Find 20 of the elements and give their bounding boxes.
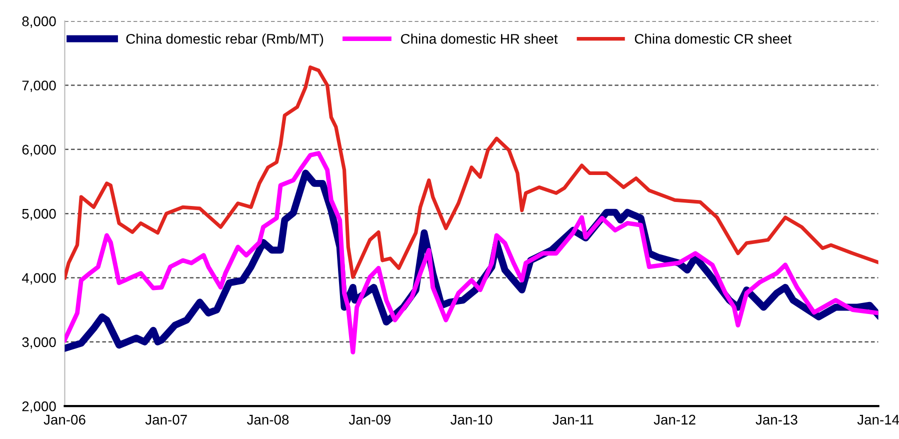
x-tick-label: Jan-12 — [654, 414, 696, 425]
x-tick-label: Jan-10 — [450, 414, 492, 425]
x-tick-label: Jan-11 — [552, 414, 594, 425]
legend-label: China domestic HR sheet — [401, 34, 558, 44]
y-tick-label: 4,000 — [22, 273, 56, 285]
y-tick-label: 2,000 — [22, 401, 56, 413]
y-tick-label: 8,000 — [22, 16, 56, 28]
line-series — [64, 65, 878, 280]
x-tick-label: Jan-06 — [44, 414, 86, 425]
y-tick-label: 7,000 — [22, 80, 56, 92]
x-tick-label: Jan-07 — [145, 414, 187, 425]
x-tick-label: Jan-08 — [246, 414, 289, 425]
x-tick-label: Jan-14 — [857, 414, 899, 425]
x-tick-label: Jan-09 — [348, 414, 390, 425]
y-tick-label: 5,000 — [22, 208, 56, 220]
legend-label: China domestic CR sheet — [634, 34, 792, 44]
legend-label: China domestic rebar (Rmb/MT) — [126, 34, 324, 47]
x-tick-label: Jan-13 — [756, 414, 798, 425]
y-tick-label: 6,000 — [22, 144, 56, 156]
y-tick-label: 3,000 — [22, 337, 56, 349]
